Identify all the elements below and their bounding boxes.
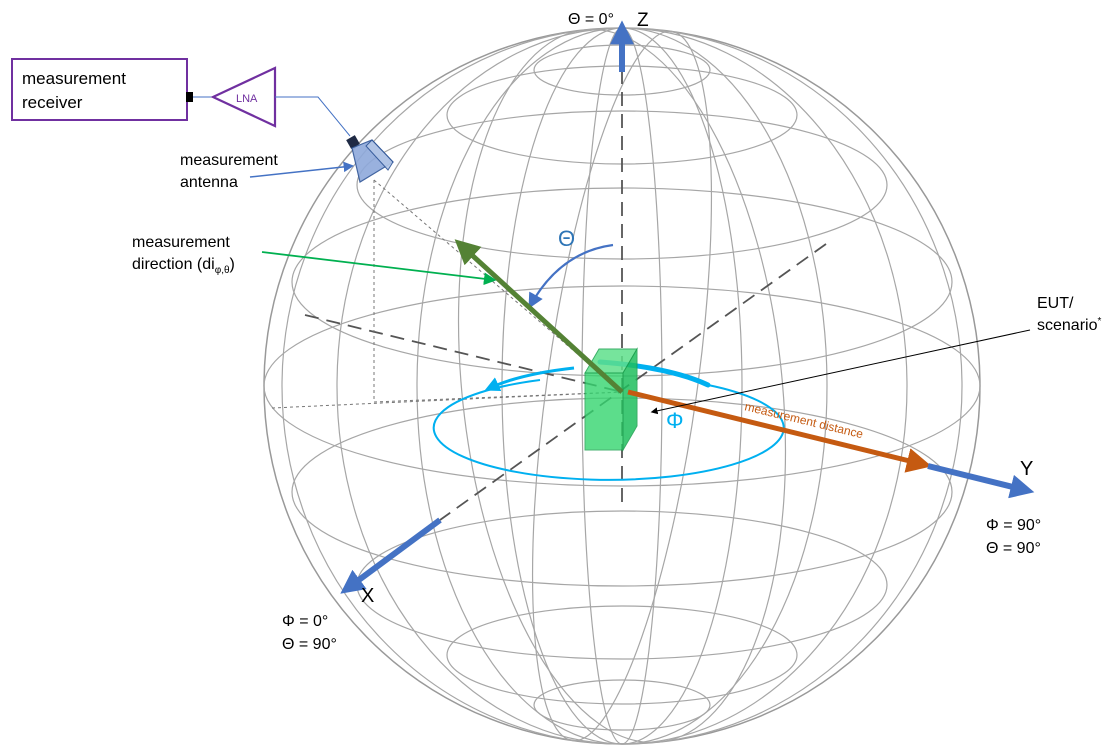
eut-label-line1: EUT/ xyxy=(1037,295,1074,312)
equator-ring xyxy=(263,285,981,487)
y-axis-arrow xyxy=(927,463,1035,499)
antenna-pointer xyxy=(249,161,355,178)
latitude-ring xyxy=(533,679,711,731)
measurement-direction-arrow xyxy=(454,239,624,394)
longitude-arc xyxy=(531,30,713,742)
phi-symbol: Φ xyxy=(666,408,684,433)
latitude-ring xyxy=(446,605,798,705)
projection-lines xyxy=(271,179,623,409)
receiver-label-line1: measurement xyxy=(22,69,126,88)
z-axis-label: Z xyxy=(637,10,649,31)
x-theta-label: Θ = 90° xyxy=(282,636,337,653)
theta-arc xyxy=(528,243,614,309)
x-axis-arrow xyxy=(340,517,442,594)
eut-pointer xyxy=(650,329,1031,415)
measurement-antenna xyxy=(346,135,394,183)
measurement-distance-arrow xyxy=(627,389,932,473)
longitude-arc xyxy=(457,28,787,744)
direction-pointer xyxy=(261,251,497,286)
y-axis-dashed xyxy=(304,314,623,393)
theta-zero-label: Θ = 0° xyxy=(568,11,614,28)
theta-symbol: Θ xyxy=(558,226,575,251)
direction-label-line2: direction (diφ,θ) xyxy=(132,256,235,276)
y-axis-label: Y xyxy=(1020,458,1033,480)
antenna-label-line2: antenna xyxy=(180,174,238,191)
x-axis-dashed xyxy=(439,243,827,521)
x-phi-label: Φ = 0° xyxy=(282,613,328,630)
measurement-receiver-box xyxy=(11,58,188,121)
eut-box xyxy=(584,347,638,452)
latitude-ring xyxy=(356,510,888,660)
dashed-axes xyxy=(304,70,827,521)
y-theta-label: Θ = 90° xyxy=(986,540,1041,557)
antenna-label-line1: measurement xyxy=(180,152,278,169)
x-axis-label: X xyxy=(361,585,374,607)
direction-label-line1: measurement xyxy=(132,234,230,251)
eut-label-line2: scenario* xyxy=(1037,316,1101,334)
receiver-label-line2: receiver xyxy=(22,93,83,112)
antenna-cable xyxy=(275,96,351,137)
receiver-port xyxy=(186,92,193,102)
lna-label: LNA xyxy=(236,93,258,105)
y-phi-label: Φ = 90° xyxy=(986,517,1041,534)
